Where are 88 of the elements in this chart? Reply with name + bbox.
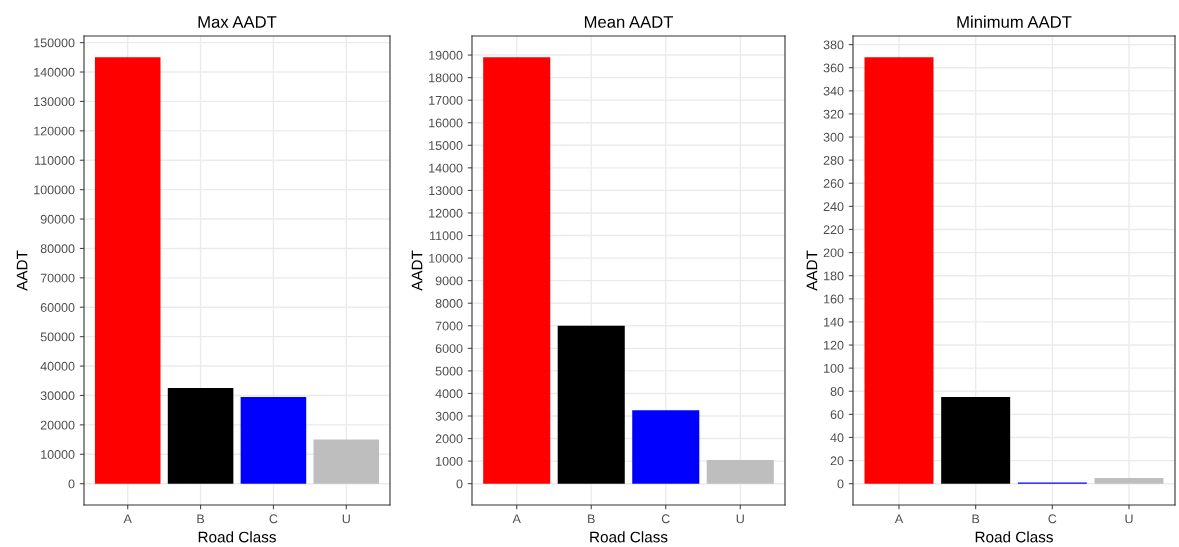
- x-tick-label: U: [1125, 514, 1133, 524]
- bar: [1094, 477, 1164, 484]
- y-tick-label: 90000: [40, 214, 75, 224]
- y-tick-label: 19000: [429, 50, 463, 60]
- bar: [632, 410, 700, 484]
- y-tick-label: 200: [823, 248, 844, 258]
- y-tick-label: 120: [824, 340, 844, 350]
- bar: [94, 57, 161, 484]
- y-tick-label: 150000: [34, 38, 75, 48]
- y-tick-label: 4000: [435, 389, 463, 399]
- bar: [313, 439, 380, 484]
- y-tick-label: 300: [823, 132, 844, 142]
- y-tick-label: 130000: [34, 97, 75, 107]
- y-tick-label: 12000: [429, 208, 463, 218]
- x-axis-title: Road Class: [590, 531, 668, 543]
- y-tick-label: 140: [824, 317, 844, 327]
- y-tick-label: 20: [830, 456, 844, 466]
- bar: [167, 388, 234, 484]
- x-tick-label: A: [123, 514, 132, 524]
- y-tick-label: 10000: [429, 253, 463, 263]
- bar: [864, 57, 934, 484]
- y-tick-label: 1000: [436, 456, 463, 466]
- chart-title: Minimum AADT: [957, 15, 1072, 28]
- y-tick-label: 0: [68, 479, 75, 489]
- y-tick-label: 14000: [429, 163, 463, 173]
- y-tick-label: 140000: [34, 67, 75, 77]
- y-tick-label: 320: [823, 109, 844, 119]
- x-tick-label: C: [269, 514, 278, 524]
- x-tick-label: U: [342, 514, 350, 524]
- x-tick-label: C: [661, 514, 670, 524]
- y-tick-label: 40000: [40, 361, 75, 371]
- bar: [557, 325, 625, 484]
- y-tick-label: 60000: [40, 303, 75, 312]
- y-tick-label: 11000: [430, 231, 463, 241]
- y-tick-label: 360: [823, 63, 844, 73]
- y-tick-label: 100: [824, 363, 844, 373]
- y-tick-label: 380: [823, 40, 844, 50]
- y-tick-label: 9000: [435, 276, 463, 286]
- y-tick-label: 100000: [34, 185, 75, 195]
- y-tick-label: 50000: [40, 332, 75, 342]
- y-tick-label: 80: [830, 387, 844, 396]
- y-tick-label: 30000: [40, 391, 75, 401]
- y-tick-label: 180: [824, 271, 844, 281]
- bar: [941, 397, 1011, 484]
- y-tick-label: 10000: [41, 450, 75, 459]
- x-axis-title: Road Class: [198, 531, 276, 543]
- y-tick-label: 17000: [429, 95, 463, 105]
- bar: [240, 396, 307, 484]
- x-tick-label: A: [512, 514, 521, 524]
- y-tick-label: 20000: [40, 420, 75, 430]
- y-tick-label: 110000: [35, 156, 75, 165]
- y-tick-label: 40: [830, 433, 844, 443]
- bar: [706, 459, 774, 484]
- y-tick-label: 0: [456, 479, 463, 489]
- y-axis-title: AADT: [411, 250, 423, 291]
- y-tick-label: 5000: [435, 366, 463, 376]
- x-tick-label: B: [197, 514, 205, 524]
- y-tick-label: 2000: [435, 434, 463, 444]
- y-tick-label: 3000: [435, 411, 463, 421]
- y-tick-label: 340: [823, 86, 844, 96]
- y-tick-label: 120000: [34, 126, 75, 136]
- y-tick-label: 15000: [429, 141, 463, 150]
- x-axis-title: Road Class: [975, 531, 1053, 543]
- bar: [483, 57, 551, 484]
- y-tick-label: 18000: [429, 73, 463, 83]
- y-tick-label: 16000: [429, 118, 463, 128]
- y-tick-label: 7000: [435, 321, 463, 331]
- y-tick-label: 13000: [429, 186, 463, 196]
- y-tick-label: 240: [823, 202, 844, 212]
- chart-title: Mean AADT: [584, 16, 674, 28]
- y-tick-label: 70000: [40, 273, 75, 283]
- y-tick-label: 0: [837, 479, 844, 489]
- y-tick-label: 160: [824, 294, 844, 304]
- y-tick-label: 80000: [40, 244, 75, 254]
- chart-title: Max AADT: [198, 16, 277, 28]
- y-tick-label: 60: [830, 410, 844, 420]
- y-tick-label: 6000: [435, 344, 463, 353]
- x-tick-label: C: [1048, 514, 1057, 524]
- y-tick-label: 220: [823, 225, 844, 235]
- y-tick-label: 8000: [435, 299, 463, 308]
- x-tick-label: B: [972, 514, 980, 524]
- y-tick-label: 280: [823, 155, 844, 165]
- y-tick-label: 260: [823, 179, 844, 188]
- x-tick-label: U: [736, 514, 744, 524]
- x-tick-label: A: [894, 514, 904, 524]
- y-axis-title: AADT: [806, 250, 818, 291]
- x-tick-label: B: [588, 514, 595, 524]
- y-axis-title: AADT: [16, 250, 28, 291]
